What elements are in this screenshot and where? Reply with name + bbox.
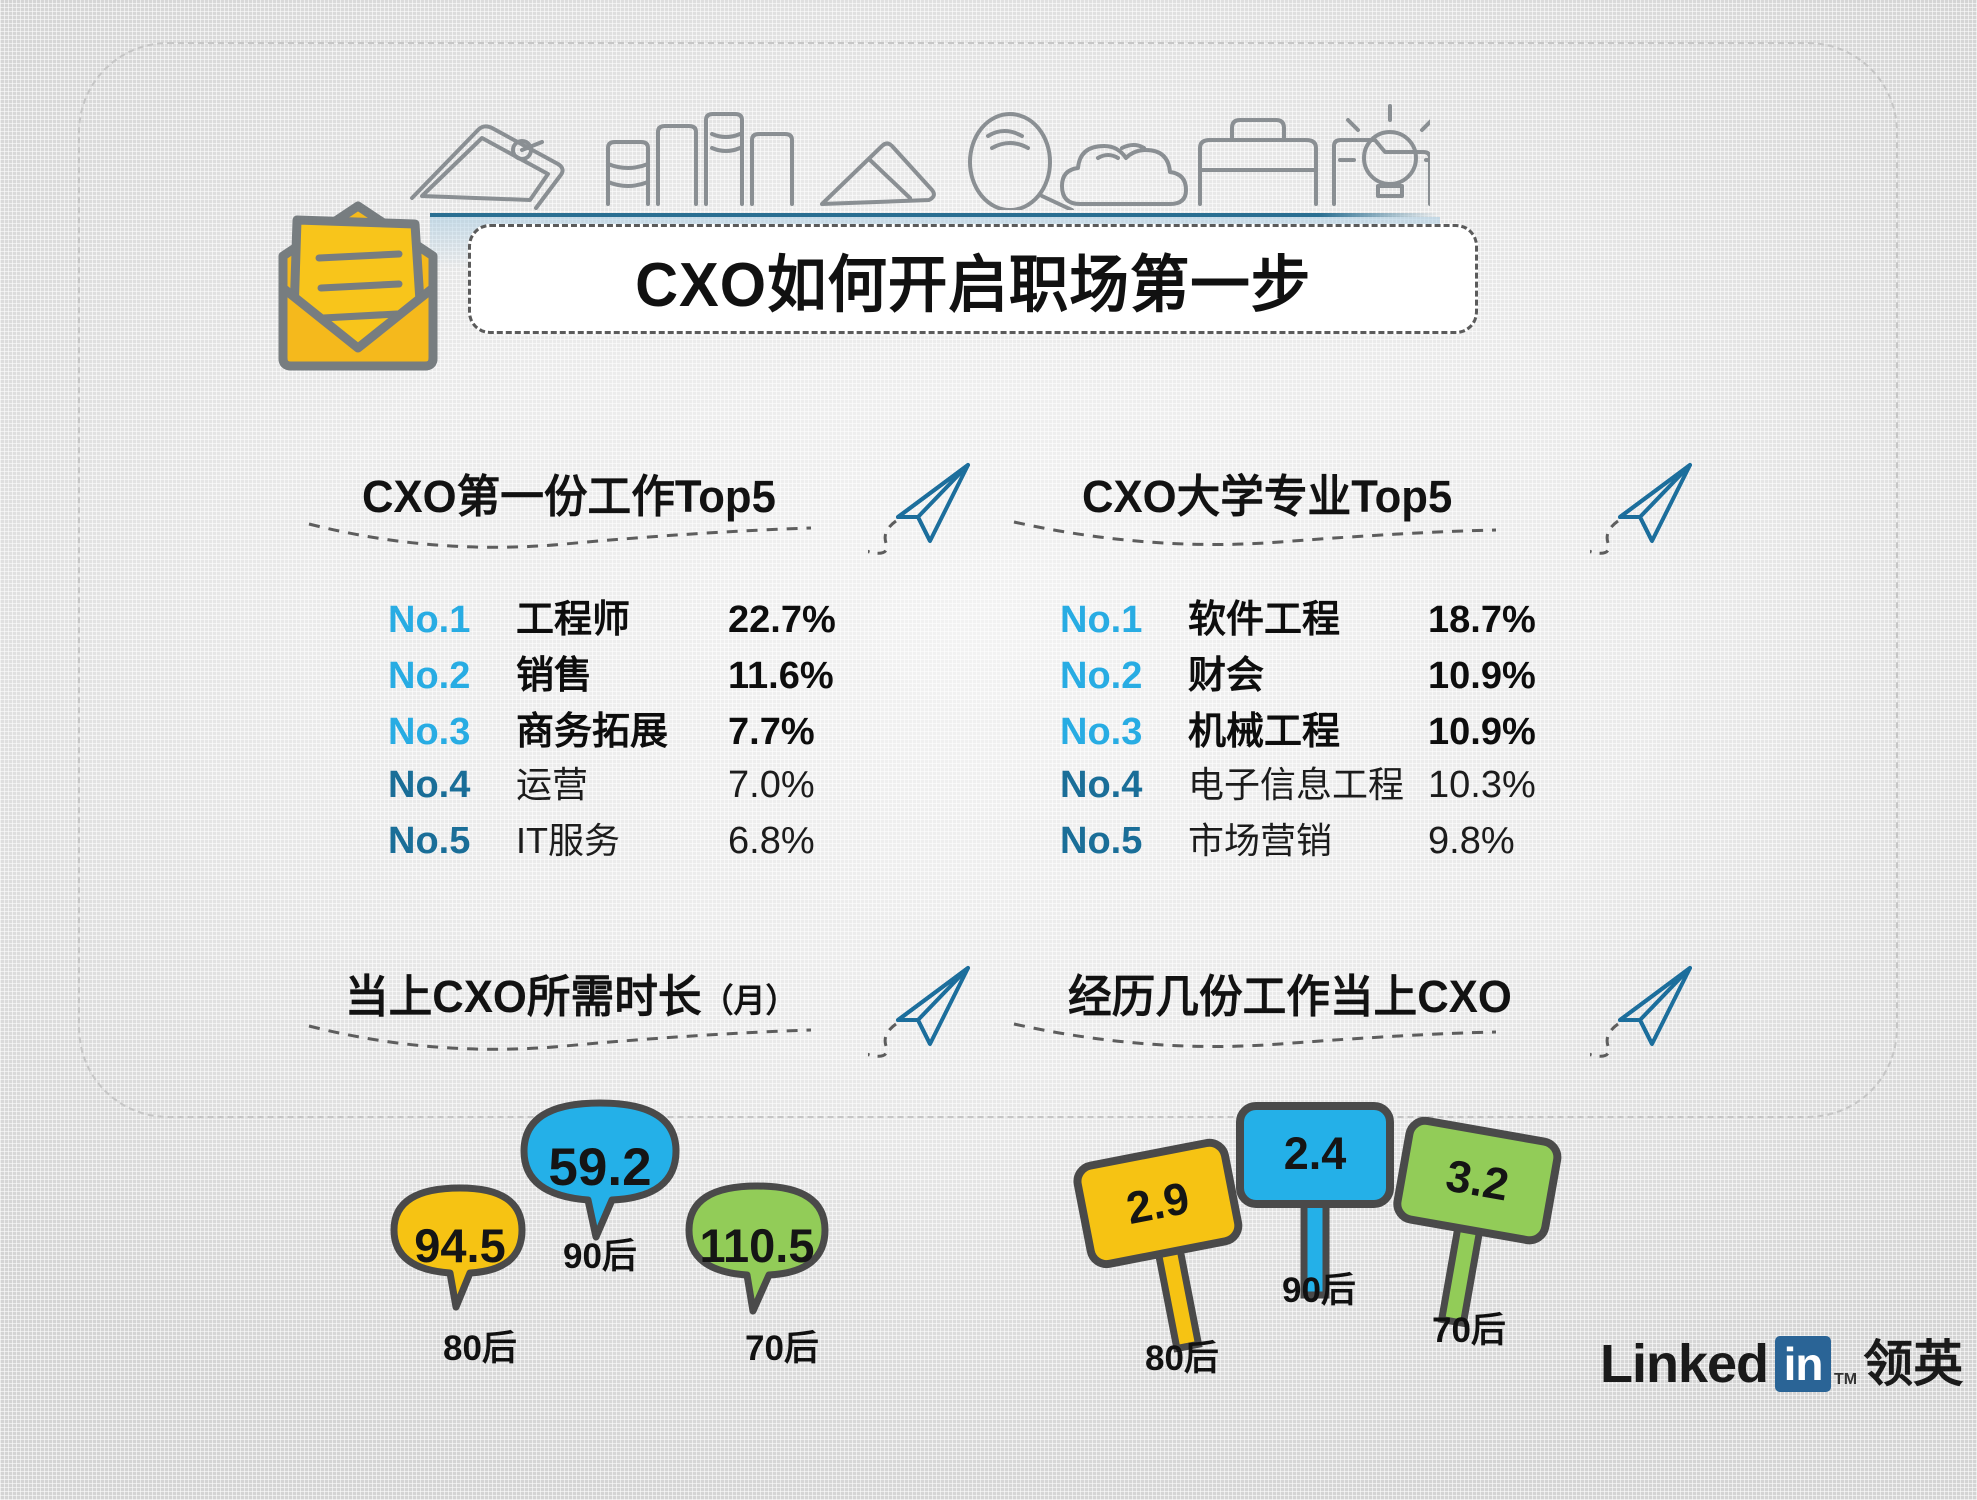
- signpost-gen-label-80s: 80后: [1145, 1339, 1219, 1378]
- rank-value: 7.7%: [728, 711, 815, 753]
- bubble-shape-blue: [520, 1099, 680, 1241]
- rank-number: No.4: [388, 764, 471, 806]
- table-row: No.2 财会 10.9%: [1060, 644, 1578, 700]
- signpost-shape-green: [1393, 1116, 1562, 1328]
- section-title-duration-text: 当上CXO所需时长: [345, 971, 702, 1022]
- speech-bubble-90s: 59.2: [505, 1095, 695, 1250]
- table-row: No.1 软件工程 18.7%: [1060, 588, 1578, 644]
- rank-label: 财会: [1188, 655, 1265, 697]
- section-first-job-header: CXO第一份工作Top5: [362, 460, 789, 525]
- speech-bubble-80s: 94.5: [380, 1180, 540, 1325]
- rank-label: 软件工程: [1188, 599, 1341, 641]
- rank-value: 9.8%: [1428, 820, 1515, 862]
- paper-plane-icon: [1590, 966, 1692, 1058]
- bubble-shape-green: [685, 1182, 829, 1315]
- section-title-jobs-count: 经历几份工作当上CXO: [1068, 971, 1512, 1022]
- rank-number: No.2: [1060, 655, 1143, 697]
- signpost-gen-label-70s: 70后: [1432, 1311, 1506, 1350]
- linkedin-logo: Linked in TM 领英: [1600, 1333, 1963, 1395]
- linkedin-wordmark: Linked: [1600, 1334, 1769, 1394]
- paper-plane-icon: [868, 463, 970, 555]
- rank-label: 工程师: [516, 599, 631, 641]
- open-envelope-letter-icon: [263, 198, 453, 373]
- bubble-gen-label-90s: 90后: [563, 1237, 637, 1276]
- paper-plane-icon: [1590, 463, 1692, 555]
- rank-number: No.3: [388, 711, 471, 753]
- rank-value: 7.0%: [728, 764, 815, 806]
- table-row: No.4 运营 7.0%: [388, 756, 878, 812]
- linkedin-chinese-name: 领英: [1863, 1336, 1964, 1392]
- rank-number: No.1: [1060, 599, 1143, 641]
- bubble-value-70s: 110.5: [699, 1219, 815, 1272]
- bubble-gen-label-70s: 70后: [745, 1329, 819, 1368]
- rank-label: IT服务: [516, 820, 620, 861]
- rank-number: No.5: [1060, 820, 1143, 862]
- table-row: No.4 电子信息工程 10.3%: [1060, 756, 1578, 812]
- rank-number: No.5: [388, 820, 471, 862]
- rank-number: No.3: [1060, 711, 1143, 753]
- rank-number: No.1: [388, 599, 471, 641]
- rank-label: 机械工程: [1188, 711, 1341, 753]
- rank-value: 10.9%: [1428, 711, 1536, 753]
- table-row: No.5 市场营销 9.8%: [1060, 812, 1578, 868]
- rank-label: 运营: [516, 764, 589, 805]
- signpost-gen-label-90s: 90后: [1282, 1271, 1356, 1310]
- rank-value: 11.6%: [728, 655, 834, 697]
- section-title-duration: 当上CXO所需时长（月）: [345, 960, 798, 1025]
- section-title-major: CXO大学专业Top5: [1082, 471, 1453, 522]
- rank-list-first-job: No.1 工程师 22.7% No.2 销售 11.6% No.3 商务拓展 7…: [388, 588, 878, 868]
- bubble-value-80s: 94.5: [414, 1219, 506, 1272]
- rank-value: 6.8%: [728, 820, 815, 862]
- rank-value: 22.7%: [728, 599, 836, 641]
- table-row: No.3 机械工程 10.9%: [1060, 700, 1578, 756]
- rank-list-major: No.1 软件工程 18.7% No.2 财会 10.9% No.3 机械工程 …: [1060, 588, 1578, 868]
- trademark-symbol: TM: [1834, 1371, 1858, 1388]
- signpost-value-90s: 2.4: [1283, 1128, 1347, 1179]
- rank-label: 销售: [516, 655, 593, 697]
- rank-label: 商务拓展: [516, 711, 669, 753]
- section-duration-header: 当上CXO所需时长（月）: [345, 960, 812, 1025]
- signpost-70s: 3.2: [1362, 1104, 1577, 1352]
- signpost-90s: 2.4: [1230, 1098, 1400, 1308]
- rank-value: 10.9%: [1428, 655, 1536, 697]
- header-divider-rule: [430, 213, 1440, 217]
- signpost-shape-yellow: [1073, 1138, 1243, 1353]
- linkedin-in-badge: in: [1775, 1336, 1832, 1392]
- rank-number: No.4: [1060, 764, 1143, 806]
- page-title: CXO如何开启职场第一步: [634, 251, 1312, 320]
- header-doodle-illustration: [370, 100, 1430, 210]
- linkedin-in-text: in: [1783, 1338, 1824, 1390]
- section-title-duration-unit: （月）: [701, 982, 798, 1019]
- signpost-80s: 2.9: [1061, 1125, 1280, 1375]
- table-row: No.1 工程师 22.7%: [388, 588, 878, 644]
- rank-value: 10.3%: [1428, 764, 1536, 806]
- bubble-gen-label-80s: 80后: [443, 1329, 517, 1368]
- rank-value: 18.7%: [1428, 599, 1536, 641]
- speech-bubble-70s: 110.5: [672, 1178, 842, 1328]
- bubble-shape-yellow: [390, 1184, 526, 1311]
- main-title-plate: CXO如何开启职场第一步: [468, 224, 1478, 334]
- table-row: No.3 商务拓展 7.7%: [388, 700, 878, 756]
- rank-label: 电子信息工程: [1188, 764, 1405, 805]
- paper-plane-icon: [868, 966, 970, 1058]
- table-row: No.5 IT服务 6.8%: [388, 812, 878, 868]
- bubble-value-90s: 59.2: [548, 1138, 652, 1197]
- section-jobs-count-header: 经历几份工作当上CXO: [1068, 960, 1526, 1025]
- rank-label: 市场营销: [1188, 820, 1333, 861]
- section-major-header: CXO大学专业Top5: [1082, 460, 1464, 525]
- section-title-first-job: CXO第一份工作Top5: [362, 471, 776, 522]
- table-row: No.2 销售 11.6%: [388, 644, 878, 700]
- rank-number: No.2: [388, 655, 471, 697]
- signpost-shape-blue: [1236, 1102, 1394, 1299]
